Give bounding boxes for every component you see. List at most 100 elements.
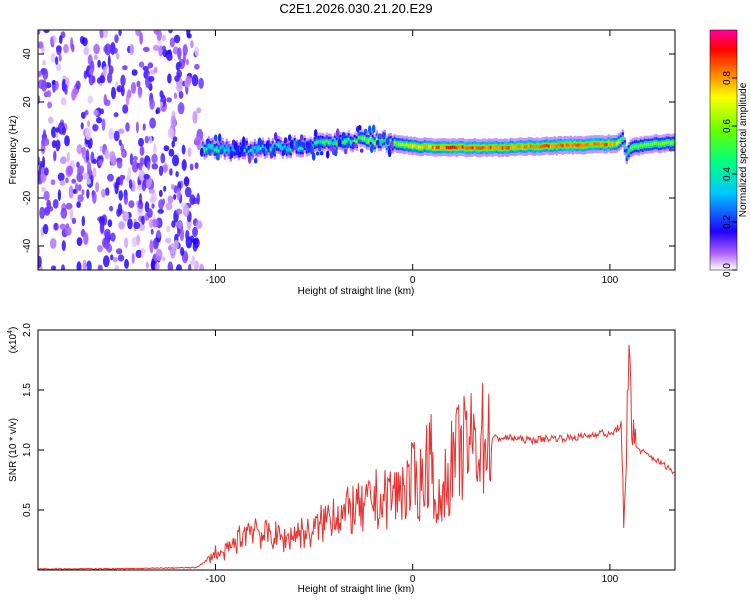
- spectral-cell: [615, 142, 618, 146]
- noise-blob: [158, 165, 164, 176]
- noise-blob: [196, 192, 200, 205]
- spectral-cell: [529, 144, 532, 148]
- y-tick-label: 0: [22, 147, 33, 153]
- spectral-cell: [245, 145, 248, 149]
- noise-blob: [92, 124, 99, 132]
- noise-blob: [42, 223, 49, 235]
- spectral-cell: [399, 142, 402, 146]
- noise-blob: [189, 194, 196, 205]
- spectral-cell: [575, 143, 578, 147]
- noise-blob: [101, 188, 106, 198]
- noise-blob: [149, 117, 157, 129]
- snr-multiplier-exp: 4: [7, 330, 14, 334]
- snr-marks: [38, 344, 675, 570]
- spectral-cell: [335, 142, 338, 146]
- noise-blob: [146, 160, 151, 171]
- scatter-blob: [353, 143, 358, 149]
- colorbar-tick-label: 0.2: [722, 215, 733, 229]
- noise-blob: [88, 68, 94, 76]
- spectral-cell: [457, 145, 460, 149]
- noise-blob: [106, 72, 113, 84]
- noise-blob: [177, 102, 185, 115]
- noise-blob: [199, 263, 205, 270]
- noise-blob: [163, 145, 170, 152]
- noise-blob: [190, 40, 194, 49]
- spectral-cell: [455, 146, 458, 150]
- noise-blob: [91, 190, 97, 204]
- noise-blob: [86, 189, 90, 199]
- spectral-cell: [547, 144, 550, 148]
- noise-blob: [44, 167, 49, 176]
- noise-blob: [137, 88, 142, 99]
- noise-blob: [138, 137, 144, 147]
- scatter-blob: [311, 152, 316, 161]
- spectral-cell: [289, 147, 292, 151]
- spectral-cell: [217, 149, 220, 153]
- noise-blob: [141, 181, 147, 192]
- spectral-cell: [243, 148, 246, 152]
- spectral-cell: [489, 145, 492, 150]
- noise-blob: [110, 254, 114, 261]
- noise-blob: [120, 85, 125, 97]
- noise-blob: [98, 158, 103, 167]
- spectral-cell: [653, 141, 656, 145]
- noise-blob: [64, 226, 72, 236]
- colorbar: 0.0 0.2 0.4 0.6 0.8 Normalized spectral ampl…: [709, 29, 749, 277]
- noise-blob: [99, 221, 105, 234]
- noise-blob: [66, 151, 70, 163]
- noise-blob: [168, 30, 173, 34]
- spectral-cell: [319, 139, 322, 143]
- scatter-blob: [375, 139, 380, 146]
- noise-blob: [86, 260, 92, 270]
- spectrogram-xlabel: Height of straight line (km): [298, 286, 415, 297]
- spectral-cell: [401, 142, 404, 147]
- spectral-cell: [539, 145, 542, 149]
- noise-blob: [123, 194, 128, 205]
- noise-blob: [182, 253, 189, 261]
- spectral-cell: [595, 142, 598, 146]
- noise-blob: [114, 264, 119, 270]
- noise-blob: [130, 82, 137, 94]
- noise-blob: [195, 220, 203, 229]
- spectral-cell: [325, 139, 328, 143]
- noise-blob: [181, 144, 186, 155]
- noise-blob: [96, 77, 102, 84]
- noise-blob: [127, 218, 133, 230]
- noise-blob: [172, 136, 178, 142]
- noise-blob: [124, 237, 129, 249]
- spectral-cell: [451, 145, 454, 149]
- spectral-cell: [317, 140, 320, 144]
- noise-blob: [146, 208, 153, 219]
- spectrogram-marks: [38, 30, 675, 270]
- noise-blob: [165, 202, 173, 211]
- noise-blob: [186, 75, 192, 85]
- noise-blob: [115, 53, 120, 60]
- noise-blob: [171, 140, 175, 148]
- noise-blob: [56, 63, 62, 72]
- noise-blob: [192, 241, 198, 252]
- spectral-cell: [475, 146, 478, 150]
- noise-blob: [139, 146, 145, 156]
- spectral-cell: [469, 146, 472, 150]
- colorbar-ticks: 0.0 0.2 0.4 0.6 0.8: [722, 71, 737, 277]
- spectral-cell: [613, 142, 616, 146]
- noise-blob: [189, 163, 194, 171]
- noise-blob: [133, 221, 141, 230]
- x-tick-label: 0: [410, 275, 416, 286]
- noise-blob: [104, 187, 110, 196]
- spectral-cell: [641, 144, 644, 148]
- scatter-blob: [299, 134, 304, 141]
- spectral-cell: [353, 139, 356, 143]
- spectral-cell: [651, 142, 654, 146]
- noise-blob: [102, 66, 107, 77]
- noise-blob: [173, 194, 177, 200]
- noise-blob: [188, 263, 192, 270]
- noise-blob: [143, 173, 150, 180]
- spectral-cell: [343, 140, 346, 144]
- noise-blob: [151, 153, 158, 164]
- spectral-cell: [375, 137, 378, 141]
- noise-blob: [82, 37, 88, 47]
- noise-blob: [104, 228, 111, 239]
- noise-blob: [118, 30, 122, 37]
- spectral-cell: [333, 139, 336, 144]
